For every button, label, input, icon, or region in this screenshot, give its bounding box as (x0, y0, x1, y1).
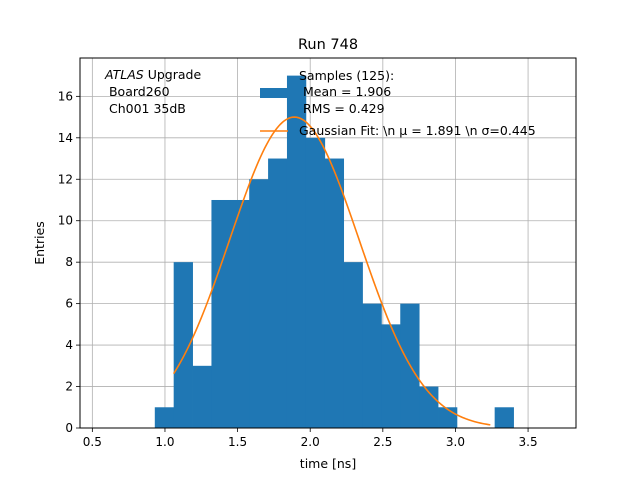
x-tick-label: 2.0 (301, 435, 320, 449)
legend-histogram-line-2: Mean = 1.906 (299, 84, 391, 99)
gaussian-fit-curve (173, 116, 491, 426)
annotation-atlas: ATLAS (104, 67, 144, 82)
annotation-line-3: Ch001 35dB (105, 101, 186, 116)
annotation-line-2: Board260 (105, 84, 170, 99)
histogram-bar (211, 199, 231, 428)
histogram-bar (154, 407, 175, 428)
y-tick-label: 10 (58, 214, 73, 228)
histogram-bar (494, 407, 514, 428)
histogram-bar (381, 324, 401, 428)
histogram-bars (154, 75, 514, 428)
histogram-bar (268, 158, 288, 428)
legend-histogram-swatch (260, 88, 288, 98)
x-tick-label: 1.0 (155, 435, 174, 449)
histogram-bar (305, 137, 326, 428)
annotation-line-1: ATLAS Upgrade (104, 67, 201, 82)
histogram-bar (286, 75, 307, 428)
histogram-bar (230, 199, 250, 428)
x-tick-label: 2.5 (373, 435, 392, 449)
histogram-bar (438, 407, 458, 428)
x-axis-label: time [ns] (300, 456, 356, 471)
plot-frame (79, 57, 577, 429)
y-axis-label: Entries (32, 221, 47, 265)
y-tick-label: 4 (65, 338, 73, 352)
y-tick-label: 14 (58, 131, 73, 145)
legend-histogram-line-3: RMS = 0.429 (299, 101, 385, 116)
y-tick-label: 8 (65, 255, 73, 269)
y-axis-ticks: 0 2 4 6 8 10 12 14 16 (58, 89, 80, 435)
legend: Samples (125): Mean = 1.906 RMS = 0.429 … (260, 68, 536, 138)
legend-fit-label: Gaussian Fit: \n μ = 1.891 \n σ=0.445 (299, 123, 536, 138)
x-tick-label: 0.5 (83, 435, 102, 449)
annotation-upgrade: Upgrade (144, 67, 202, 82)
x-tick-label: 1.5 (228, 435, 247, 449)
x-tick-label: 3.5 (519, 435, 538, 449)
histogram-bar (362, 303, 382, 428)
histogram-bar (343, 262, 363, 428)
y-tick-label: 0 (65, 421, 73, 435)
y-tick-label: 2 (65, 380, 73, 394)
chart-title: Run 748 (298, 37, 358, 53)
x-axis-ticks: 0.5 1.0 1.5 2.0 2.5 3.0 3.5 (83, 428, 538, 449)
y-tick-label: 12 (58, 172, 73, 186)
x-tick-label: 3.0 (446, 435, 465, 449)
histogram-bar (173, 262, 193, 428)
histogram-bar (192, 365, 212, 428)
y-tick-label: 6 (65, 297, 73, 311)
legend-histogram-line-1: Samples (125): (299, 68, 394, 83)
y-tick-label: 16 (58, 89, 73, 103)
atlas-annotation: ATLAS Upgrade Board260 Ch001 35dB (104, 67, 201, 116)
histogram-bar (324, 158, 345, 428)
histogram-bar (249, 179, 269, 428)
